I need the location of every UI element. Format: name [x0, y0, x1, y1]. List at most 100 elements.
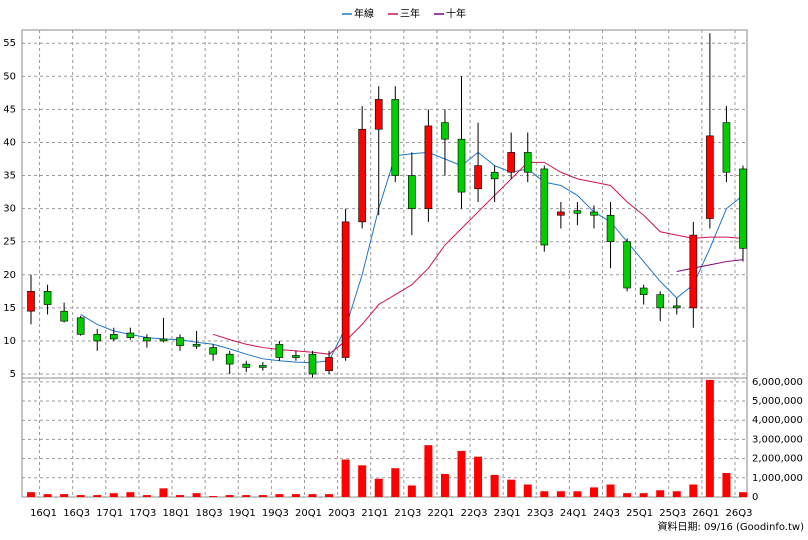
candle-body: [159, 338, 168, 342]
x-tick-label: 22Q1: [427, 508, 454, 519]
y2-tick-label: 5,000,000: [752, 396, 803, 407]
y2-tick-label: 3,000,000: [752, 434, 803, 445]
y-tick-label: 20: [3, 270, 16, 281]
y-tick-label: 10: [3, 336, 16, 347]
y-tick-label: 50: [3, 71, 16, 82]
volume-bar: [176, 495, 185, 497]
volume-bar: [27, 492, 35, 497]
candle-body: [109, 334, 118, 340]
line-series: [212, 161, 744, 355]
volume-bar: [705, 379, 714, 497]
y2-tick-label: 6,000,000: [752, 377, 803, 388]
volume-bar: [722, 473, 731, 497]
candle-body: [192, 343, 201, 347]
x-tick-label: 24Q3: [593, 508, 620, 519]
candle-body: [557, 211, 565, 216]
volume-bar: [689, 484, 698, 497]
y2-tick-label: 1,000,000: [752, 473, 803, 484]
y-tick-label: 55: [3, 38, 16, 49]
volume-bar: [672, 491, 681, 497]
candle-body: [391, 99, 400, 176]
candle-body: [275, 343, 284, 358]
volume-bar: [606, 484, 615, 497]
candle-body: [27, 291, 35, 312]
volume-bar: [639, 493, 648, 497]
y2-tick-label: 2,000,000: [752, 454, 803, 465]
candle-body: [358, 128, 366, 223]
y-tick-label: 30: [3, 204, 16, 215]
y-tick-label: 25: [3, 237, 16, 248]
candle-body: [623, 241, 631, 289]
candle-body: [573, 210, 582, 214]
volume-bar: [457, 450, 466, 497]
volume-bar: [474, 456, 483, 497]
plot-frame: [21, 29, 748, 498]
candle-body: [225, 353, 234, 365]
legend-label: 年線: [354, 7, 374, 20]
x-tick-label: 18Q1: [163, 508, 190, 519]
candle-body: [523, 152, 532, 173]
y2-tick-label: 0: [752, 492, 758, 503]
candle-body: [474, 165, 482, 190]
volume-bar: [209, 496, 218, 497]
volume-bar: [374, 478, 383, 497]
volume-bar: [358, 465, 367, 497]
y-tick-label: 45: [3, 104, 16, 115]
volume-bar: [341, 459, 350, 497]
candle-body: [590, 211, 598, 216]
x-tick-label: 24Q1: [560, 508, 587, 519]
volume-bar: [540, 491, 549, 497]
candle-body: [739, 168, 747, 249]
candle-body: [490, 171, 499, 180]
candle-body: [424, 125, 433, 209]
x-tick-label: 17Q3: [129, 508, 156, 519]
candle-body: [507, 152, 515, 173]
volume-bar: [258, 495, 267, 497]
candle-body: [706, 135, 714, 219]
candle-body: [209, 347, 217, 355]
x-tick-label: 26Q1: [692, 508, 719, 519]
candle-body: [606, 214, 615, 243]
x-tick-label: 19Q1: [229, 508, 256, 519]
volume-bar: [440, 473, 449, 497]
x-tick-label: 23Q1: [494, 508, 521, 519]
candle-body: [325, 357, 333, 372]
candle-body: [457, 138, 466, 193]
x-tick-label: 16Q3: [63, 508, 90, 519]
volume-bar: [225, 495, 234, 497]
y-tick-label: 40: [3, 137, 16, 148]
y-tick-label: 15: [3, 303, 16, 314]
x-tick-label: 20Q3: [328, 508, 355, 519]
candle-body: [656, 294, 665, 309]
volume-bar: [275, 494, 284, 497]
volume-bar: [739, 492, 747, 497]
volume-bar: [308, 494, 317, 497]
candle-body: [143, 337, 151, 342]
y-tick-label: 35: [3, 171, 16, 182]
volume-bar: [242, 495, 251, 497]
x-tick-label: 26Q3: [726, 508, 753, 519]
x-tick-label: 25Q1: [626, 508, 653, 519]
x-tick-label: 20Q1: [295, 508, 322, 519]
x-tick-label: 19Q3: [262, 508, 289, 519]
candle-body: [441, 122, 449, 140]
candle-body: [93, 334, 102, 342]
candle-body: [292, 355, 300, 358]
footer: 資料日期: 09/16 (Goodinfo.tw): [657, 520, 804, 533]
x-tick-label: 22Q3: [461, 508, 488, 519]
volume-bar: [556, 491, 565, 497]
x-tick-label: 25Q3: [659, 508, 686, 519]
volume-bar: [424, 445, 433, 497]
volume-bar: [656, 490, 665, 497]
candle-body: [689, 234, 698, 309]
y-tick-label: 5: [10, 369, 16, 380]
candle-body: [639, 287, 648, 295]
candle-body: [408, 175, 416, 209]
legend-label: 十年: [446, 7, 466, 20]
candle-body: [60, 310, 68, 322]
candle-body: [43, 291, 52, 305]
y2-tick-label: 4,000,000: [752, 415, 803, 426]
volume-bar: [93, 495, 102, 497]
volume-bar: [291, 494, 300, 497]
